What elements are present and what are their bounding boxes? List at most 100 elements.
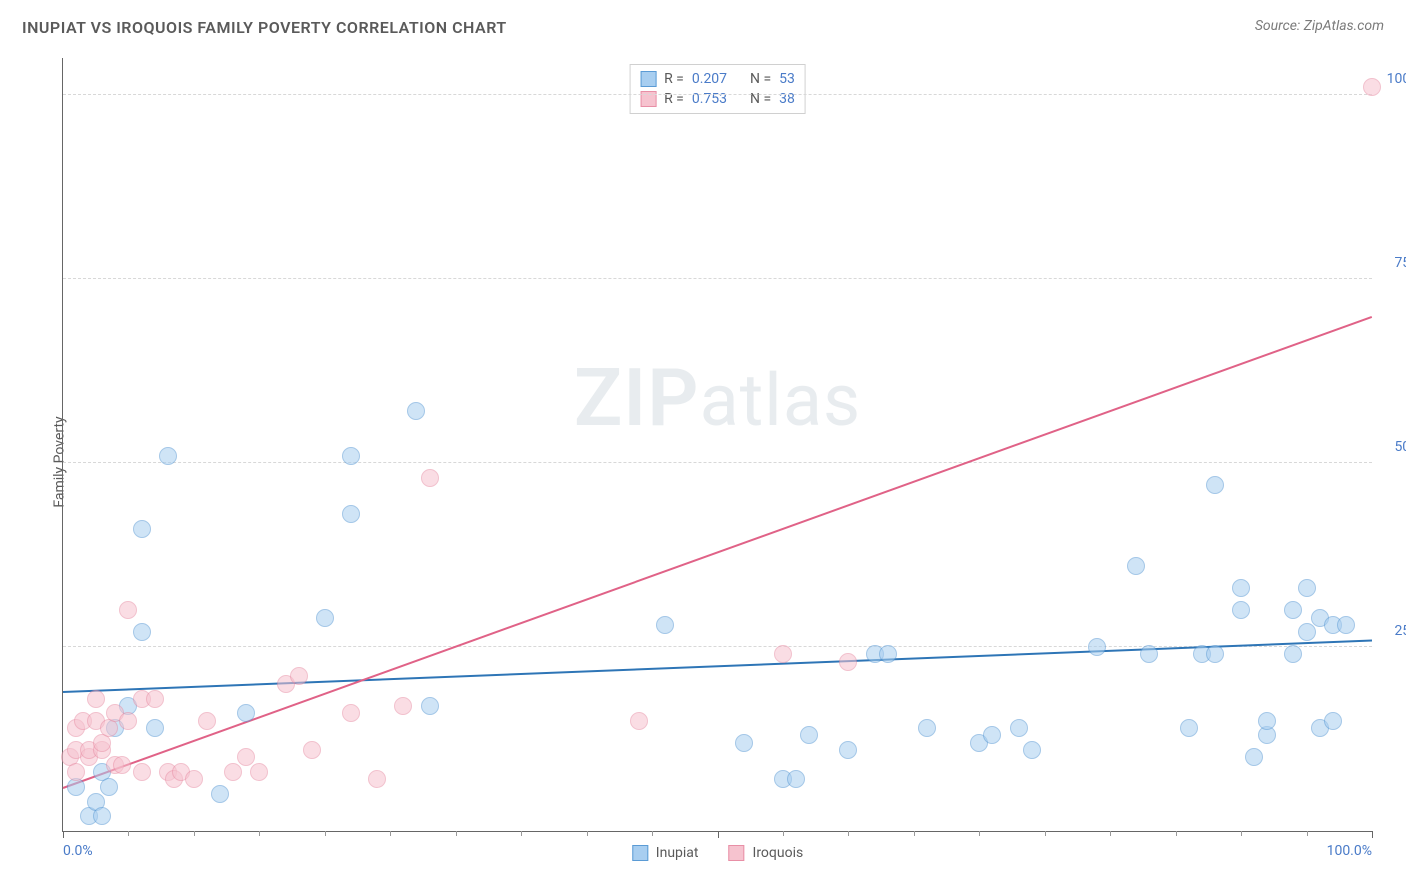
data-point: [630, 712, 648, 730]
data-point: [1180, 719, 1198, 737]
x-tick: [63, 831, 64, 838]
watermark: ZIPatlas: [574, 351, 861, 445]
data-point: [119, 712, 137, 730]
chart-container: Family Poverty ZIPatlas R = 0.207 N = 53…: [22, 50, 1384, 874]
y-tick-label: 75.0%: [1394, 255, 1406, 271]
data-point: [1023, 741, 1041, 759]
data-point: [407, 402, 425, 420]
x-tick-minor: [259, 831, 260, 836]
x-tick-minor: [1110, 831, 1111, 836]
gridline: [63, 462, 1372, 463]
data-point: [342, 505, 360, 523]
data-point: [1140, 645, 1158, 663]
legend-stats: R = 0.207 N = 53R = 0.753 N = 38: [629, 64, 806, 114]
chart-title: INUPIAT VS IROQUOIS FAMILY POVERTY CORRE…: [22, 18, 507, 37]
y-tick-label: 100.0%: [1387, 71, 1406, 87]
data-point: [787, 770, 805, 788]
gridline: [63, 278, 1372, 279]
x-tick-label: 100.0%: [1327, 843, 1372, 859]
data-point: [1245, 748, 1263, 766]
x-tick-minor: [1045, 831, 1046, 836]
data-point: [774, 645, 792, 663]
x-tick-minor: [979, 831, 980, 836]
gridline: [63, 94, 1372, 95]
data-point: [839, 653, 857, 671]
x-tick-minor: [783, 831, 784, 836]
x-tick-minor: [128, 831, 129, 836]
data-point: [211, 785, 229, 803]
data-point: [421, 697, 439, 715]
x-tick-minor: [1241, 831, 1242, 836]
x-tick-minor: [456, 831, 457, 836]
x-tick: [718, 831, 719, 838]
data-point: [1284, 601, 1302, 619]
legend-item: Iroquois: [729, 845, 804, 861]
data-point: [342, 447, 360, 465]
data-point: [1232, 601, 1250, 619]
plot-area: ZIPatlas R = 0.207 N = 53R = 0.753 N = 3…: [62, 58, 1372, 832]
data-point: [735, 734, 753, 752]
data-point: [421, 469, 439, 487]
data-point: [1206, 476, 1224, 494]
trend-line: [63, 316, 1373, 789]
data-point: [119, 601, 137, 619]
x-tick-minor: [521, 831, 522, 836]
data-point: [224, 763, 242, 781]
x-tick: [1372, 831, 1373, 838]
y-tick-label: 50.0%: [1394, 439, 1406, 455]
data-point: [146, 719, 164, 737]
data-point: [1298, 579, 1316, 597]
data-point: [303, 741, 321, 759]
trend-line: [63, 640, 1372, 694]
data-point: [87, 690, 105, 708]
data-point: [918, 719, 936, 737]
data-point: [316, 609, 334, 627]
data-point: [342, 704, 360, 722]
data-point: [656, 616, 674, 634]
data-point: [1088, 638, 1106, 656]
x-tick-minor: [325, 831, 326, 836]
data-point: [146, 690, 164, 708]
data-point: [133, 623, 151, 641]
data-point: [839, 741, 857, 759]
data-point: [394, 697, 412, 715]
data-point: [800, 726, 818, 744]
data-point: [1127, 557, 1145, 575]
data-point: [290, 667, 308, 685]
legend-item: Inupiat: [632, 845, 699, 861]
data-point: [93, 807, 111, 825]
data-point: [1298, 623, 1316, 641]
data-point: [1206, 645, 1224, 663]
legend-stat-row: R = 0.207 N = 53: [640, 69, 795, 89]
x-tick-minor: [587, 831, 588, 836]
x-tick-minor: [1176, 831, 1177, 836]
data-point: [1284, 645, 1302, 663]
data-point: [113, 756, 131, 774]
x-tick-minor: [194, 831, 195, 836]
data-point: [67, 763, 85, 781]
data-point: [237, 704, 255, 722]
x-tick-minor: [848, 831, 849, 836]
data-point: [185, 770, 203, 788]
legend-stat-row: R = 0.753 N = 38: [640, 89, 795, 109]
data-point: [1363, 78, 1381, 96]
data-point: [983, 726, 1001, 744]
data-point: [237, 748, 255, 766]
data-point: [100, 778, 118, 796]
source-attribution: Source: ZipAtlas.com: [1255, 18, 1384, 34]
data-point: [133, 763, 151, 781]
x-tick-minor: [390, 831, 391, 836]
data-point: [1010, 719, 1028, 737]
data-point: [1258, 712, 1276, 730]
data-point: [368, 770, 386, 788]
data-point: [879, 645, 897, 663]
data-point: [198, 712, 216, 730]
x-tick-minor: [914, 831, 915, 836]
x-tick-label: 0.0%: [63, 843, 93, 859]
data-point: [250, 763, 268, 781]
y-tick-label: 25.0%: [1394, 623, 1406, 639]
data-point: [159, 447, 177, 465]
data-point: [1232, 579, 1250, 597]
data-point: [1324, 712, 1342, 730]
data-point: [133, 520, 151, 538]
